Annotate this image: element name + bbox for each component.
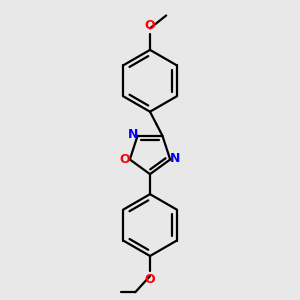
Text: O: O	[145, 273, 155, 286]
Text: O: O	[119, 153, 130, 166]
Text: N: N	[128, 128, 138, 141]
Text: N: N	[170, 152, 181, 165]
Text: O: O	[145, 19, 155, 32]
